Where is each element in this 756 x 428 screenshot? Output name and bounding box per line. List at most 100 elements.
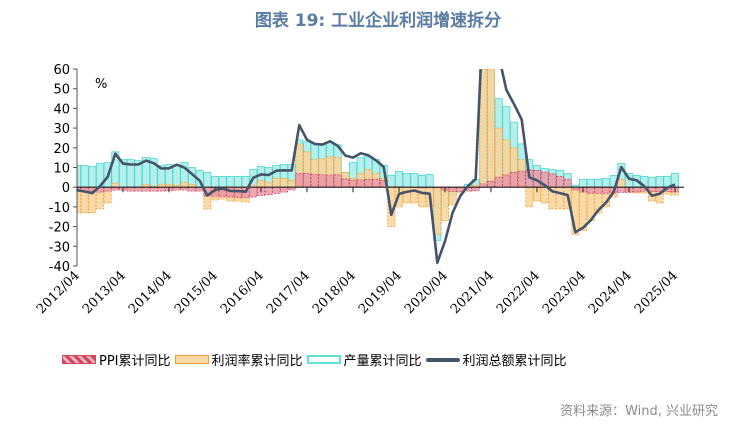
margin-bar: [440, 186, 449, 222]
margin-bar: [279, 177, 288, 188]
margin-bar: [433, 186, 442, 235]
x-tick-label: 2023/04: [540, 268, 589, 317]
margin-bar: [187, 183, 196, 188]
legend-label: 利润总额累计同比: [462, 354, 567, 369]
production-bar: [602, 177, 611, 188]
margin-bar: [141, 183, 150, 188]
margin-bar: [556, 186, 565, 210]
production-bar: [594, 178, 603, 188]
y-tick-label: -20: [49, 221, 70, 236]
chart-title: 图表 19: 工业企业利润增速拆分: [254, 11, 502, 31]
x-tick-label: 2020/04: [402, 268, 451, 317]
production-bar: [203, 172, 212, 188]
ppi-bar: [563, 178, 572, 188]
ppi-bar: [249, 186, 258, 198]
x-tick-label: 2019/04: [356, 268, 405, 317]
production-bar: [648, 176, 657, 188]
ppi-bar: [586, 186, 595, 194]
ppi-bar: [272, 186, 281, 194]
production-bar: [210, 175, 219, 188]
margin-swatch: [174, 355, 209, 364]
y-tick-label: 40: [53, 102, 70, 117]
y-tick-label: 0: [62, 181, 70, 196]
margin-bar: [471, 184, 480, 188]
margin-bar: [249, 184, 258, 188]
ppi-bar: [310, 173, 319, 188]
margin-bar: [502, 139, 511, 188]
ppi-bar: [632, 186, 641, 193]
production-bar: [394, 171, 403, 188]
ppi-bar: [556, 175, 565, 188]
margin-bar: [272, 177, 281, 188]
margin-bar: [402, 186, 411, 204]
production-bar: [586, 178, 595, 188]
x-tick-label: 2024/04: [586, 268, 635, 317]
x-tick-label: 2022/04: [494, 268, 543, 317]
margin-bar: [540, 186, 549, 204]
production-bar: [425, 173, 434, 188]
production-bar: [88, 166, 97, 188]
margin-bar: [172, 184, 181, 188]
ppi-bar: [348, 179, 357, 188]
margin-bar: [525, 186, 534, 208]
production-swatch: [306, 355, 341, 364]
ppi-bar: [371, 178, 380, 188]
x-tick-label: 2021/04: [448, 268, 497, 317]
ppi-bar: [325, 174, 334, 188]
production-bar: [218, 175, 227, 188]
x-tick-label: 2015/04: [172, 268, 221, 317]
ppi-bar: [279, 186, 288, 193]
production-bar: [387, 174, 396, 188]
ppi-bar: [295, 173, 304, 188]
margin-bar: [157, 183, 166, 188]
ppi-bar: [502, 174, 511, 188]
y-tick-label: 30: [53, 122, 70, 137]
production-bar: [579, 178, 588, 188]
x-tick-label: 2018/04: [310, 268, 359, 317]
legend-item-margin: 利润率累计同比: [174, 350, 303, 369]
ppi-bar: [341, 178, 350, 188]
ppi-bar: [602, 186, 611, 194]
margin-bar: [164, 183, 173, 188]
ppi-bar: [509, 172, 518, 188]
ppi-bar: [364, 178, 373, 188]
margin-bar: [486, 69, 495, 188]
legend-label: 产量累计同比: [343, 354, 422, 369]
production-bar: [410, 173, 419, 188]
margin-bar: [287, 179, 296, 188]
margin-bar: [180, 181, 189, 188]
ppi-bar: [517, 170, 526, 188]
y-tick-label: 10: [53, 162, 70, 177]
y-tick-label: 60: [53, 63, 70, 78]
legend-item-production: 产量累计同比: [306, 350, 422, 369]
legend-label: 利润率累计同比: [211, 354, 303, 369]
x-tick-label: 2013/04: [80, 268, 129, 317]
y-tick-label: -40: [49, 260, 70, 275]
margin-bar: [256, 179, 265, 188]
margin-bar: [417, 186, 426, 208]
profit-growth-chart: 6050403020100-10-20-30-402012/042013/042…: [34, 63, 684, 317]
ppi-swatch: [62, 355, 96, 364]
ppi-bar: [494, 176, 503, 188]
production-bar: [417, 174, 426, 188]
production-bar: [80, 165, 89, 188]
ppi-bar: [302, 173, 311, 188]
profit-total-line: [77, 69, 676, 265]
x-tick-label: 2014/04: [126, 268, 175, 317]
margin-bar: [494, 127, 503, 188]
production-bar: [402, 173, 411, 188]
legend-label: PPI累计同比: [99, 354, 171, 369]
x-tick-label: 2012/04: [34, 268, 83, 317]
production-bar: [226, 175, 235, 188]
margin-bar: [264, 181, 273, 188]
margin-bar: [617, 178, 626, 188]
margin-bar: [325, 156, 334, 188]
ppi-bar: [264, 186, 273, 196]
production-bar: [655, 175, 664, 188]
legend: PPI累计同比 利润率累计同比 产量累计同比 利润总额累计同比: [62, 350, 571, 369]
ppi-bar: [333, 174, 342, 188]
y-unit-label: %: [95, 77, 107, 92]
x-tick-label: 2016/04: [218, 268, 267, 317]
ppi-bar: [617, 186, 626, 193]
y-tick-label: 20: [53, 142, 70, 157]
